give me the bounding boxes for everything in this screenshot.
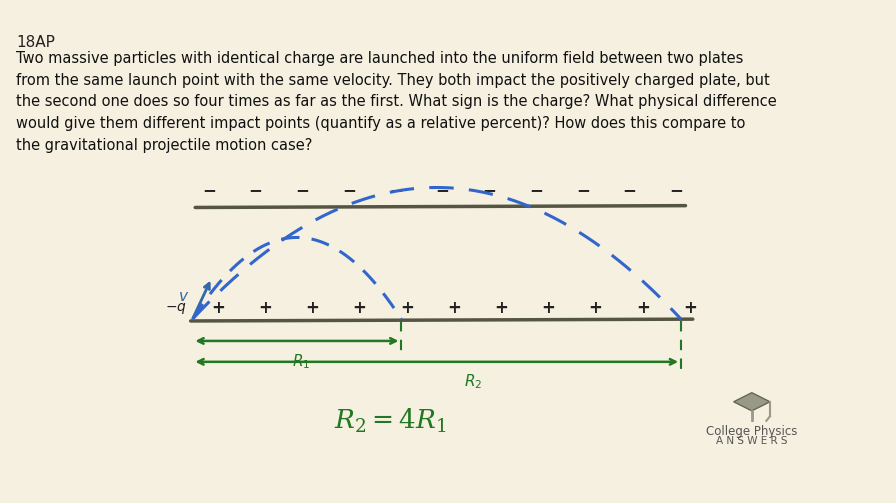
Text: $R_1$: $R_1$ [292, 352, 311, 371]
Text: −: − [576, 181, 590, 199]
Text: A N S W E R S: A N S W E R S [716, 436, 788, 446]
Text: +: + [495, 299, 508, 317]
Text: −: − [530, 181, 543, 199]
Text: −: − [623, 181, 637, 199]
Text: +: + [211, 299, 225, 317]
Text: Two massive particles with identical charge are launched into the uniform field : Two massive particles with identical cha… [16, 51, 777, 153]
Text: +: + [447, 299, 461, 317]
Text: +: + [683, 299, 697, 317]
Text: 18AP: 18AP [16, 35, 56, 50]
Text: −: − [435, 181, 450, 199]
Text: $R_2 = 4R_1$: $R_2 = 4R_1$ [334, 407, 447, 435]
Text: −: − [342, 181, 356, 199]
Text: +: + [636, 299, 650, 317]
Text: $v$: $v$ [178, 289, 189, 304]
Text: +: + [541, 299, 556, 317]
Text: −: − [482, 181, 496, 199]
Polygon shape [734, 393, 770, 411]
Text: +: + [353, 299, 366, 317]
Text: $-q$: $-q$ [165, 300, 187, 315]
Text: +: + [258, 299, 272, 317]
Text: +: + [306, 299, 319, 317]
Text: −: − [389, 181, 403, 199]
Text: −: − [249, 181, 263, 199]
Text: $R_2$: $R_2$ [464, 373, 482, 391]
Text: −: − [202, 181, 216, 199]
Text: College Physics: College Physics [706, 426, 797, 439]
Text: −: − [296, 181, 309, 199]
Text: +: + [400, 299, 414, 317]
Text: +: + [589, 299, 603, 317]
Text: −: − [669, 181, 684, 199]
